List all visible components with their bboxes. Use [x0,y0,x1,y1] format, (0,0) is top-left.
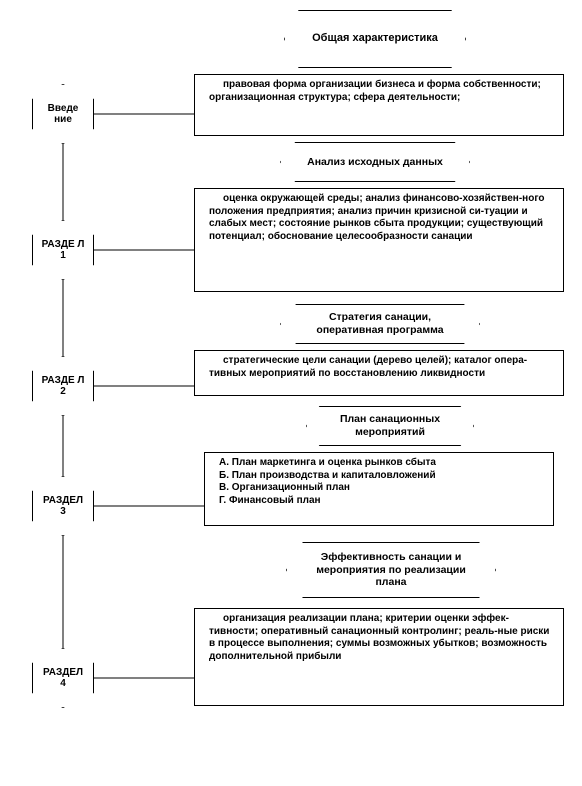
section-intro-label: Введе ние [39,103,87,126]
section-3-line-d: Г. Финансовый план [219,495,545,508]
header-2: Стратегия санации, оперативная программа [280,304,480,344]
section-3-line-c: В. Организационный план [219,482,545,495]
section-1-box: оценка окружающей среды; анализ финансов… [194,188,564,292]
header-3: План санационных мероприятий [306,406,474,446]
section-3-box: А. План маркетинга и оценка рынков сбыта… [204,452,554,526]
header-general-label: Общая характеристика [312,32,438,45]
section-2-hex: РАЗДЕ Л 2 [32,356,94,416]
section-3-label: РАЗДЕЛ 3 [39,495,87,518]
section-1-label: РАЗДЕ Л 1 [39,239,87,262]
header-1: Анализ исходных данных [280,142,470,182]
section-2-box: стратегические цели санации (дерево целе… [194,350,564,396]
header-4-label: Эффективность санации и мероприятия по р… [305,551,477,589]
section-intro-hex: Введе ние [32,84,94,144]
section-4-text: организация реализации плана; критерии о… [209,613,555,663]
section-4-hex: РАЗДЕЛ 4 [32,648,94,708]
section-3-hex: РАЗДЕЛ 3 [32,476,94,536]
header-3-label: План санационных мероприятий [325,413,455,438]
header-1-label: Анализ исходных данных [307,156,443,169]
header-2-label: Стратегия санации, оперативная программа [299,311,461,336]
section-1-text: оценка окружающей среды; анализ финансов… [209,193,555,243]
header-4: Эффективность санации и мероприятия по р… [286,542,496,598]
section-intro-box: правовая форма организации бизнеса и фор… [194,74,564,136]
section-4-label: РАЗДЕЛ 4 [39,667,87,690]
section-2-text: стратегические цели санации (дерево целе… [209,355,555,380]
flowchart-canvas: Общая характеристика Введе ние правовая … [8,8,574,778]
section-2-label: РАЗДЕ Л 2 [39,375,87,398]
section-4-box: организация реализации плана; критерии о… [194,608,564,706]
section-3-line-a: А. План маркетинга и оценка рынков сбыта [219,457,545,470]
section-1-hex: РАЗДЕ Л 1 [32,220,94,280]
header-general: Общая характеристика [284,10,466,68]
section-3-line-b: Б. План производства и капиталовложений [219,470,545,483]
section-intro-text: правовая форма организации бизнеса и фор… [209,79,555,104]
